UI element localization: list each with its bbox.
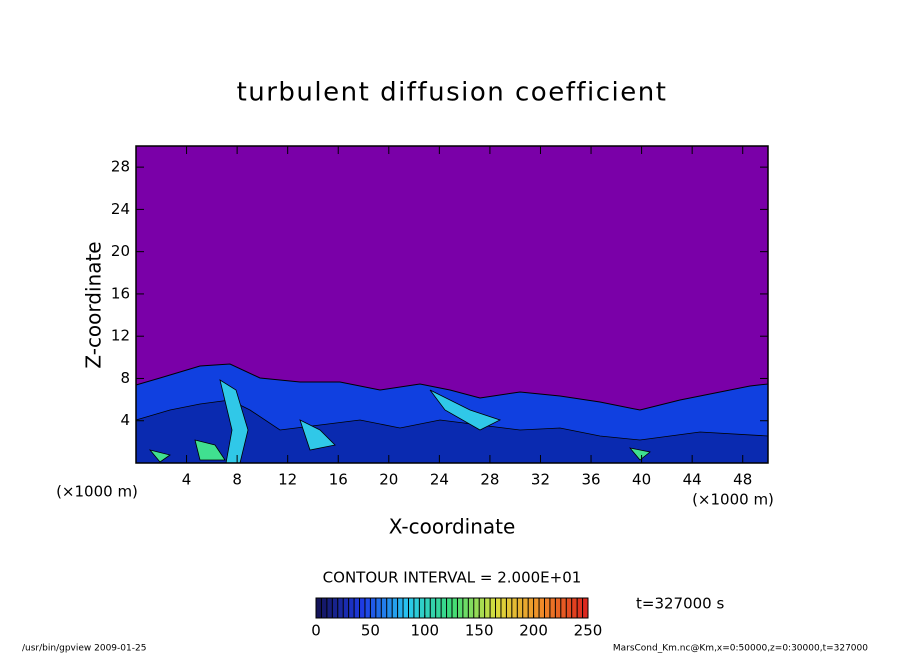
colorbar-cell bbox=[533, 598, 540, 618]
colorbar-cell bbox=[359, 598, 365, 618]
colorbar-cell bbox=[316, 598, 322, 618]
y-axis-label: Z-coordinate bbox=[82, 241, 106, 368]
x-tick-label: 12 bbox=[278, 471, 297, 489]
x-tick-label: 4 bbox=[182, 471, 192, 489]
colorbar-cell bbox=[375, 598, 382, 618]
colorbar-cell bbox=[430, 598, 436, 618]
y-tick-label: 20 bbox=[111, 242, 130, 260]
colorbar-cell bbox=[539, 598, 545, 618]
colorbar-cell bbox=[321, 598, 327, 618]
x-tick-label: 8 bbox=[232, 471, 242, 489]
x-tick-label: 28 bbox=[480, 471, 499, 489]
colorbar-tick-label: 0 bbox=[311, 622, 321, 640]
y-tick-label: 8 bbox=[120, 369, 130, 387]
y-tick-label: 24 bbox=[111, 200, 130, 218]
peak-region bbox=[148, 439, 651, 463]
colorbar-cell bbox=[364, 598, 371, 618]
colorbar-cell bbox=[511, 598, 518, 618]
colorbar-cell bbox=[354, 598, 360, 618]
colorbar-cell bbox=[571, 598, 578, 618]
y-unit: (×1000 m) bbox=[56, 483, 138, 501]
colorbar-cell bbox=[408, 598, 414, 618]
colorbar-cell bbox=[435, 598, 442, 618]
colorbar-cell bbox=[419, 598, 425, 618]
colorbar-cell bbox=[381, 598, 387, 618]
colorbar-cell bbox=[468, 598, 474, 618]
colorbar-cell bbox=[473, 598, 480, 618]
colorbar-cell bbox=[397, 598, 404, 618]
x-tick-label: 32 bbox=[531, 471, 550, 489]
colorbar-cell bbox=[555, 598, 561, 618]
footer-left: /usr/bin/gpview 2009-01-25 bbox=[22, 644, 146, 654]
colorbar-cell bbox=[517, 598, 523, 618]
colorbar-cell bbox=[337, 598, 344, 618]
colorbar-cell bbox=[457, 598, 463, 618]
colorbar-cell bbox=[560, 598, 567, 618]
chart-title: turbulent diffusion coefficient bbox=[237, 78, 668, 108]
colorbar-cell bbox=[549, 598, 556, 618]
x-tick-label: 20 bbox=[379, 471, 398, 489]
colorbar-cell bbox=[506, 598, 512, 618]
colorbar-cell bbox=[522, 598, 529, 618]
colorbar-cell bbox=[544, 598, 550, 618]
x-tick-label: 16 bbox=[329, 471, 348, 489]
colorbar-cell bbox=[413, 598, 420, 618]
colorbar-cell bbox=[386, 598, 393, 618]
colorbar-cell bbox=[577, 598, 583, 618]
field bbox=[135, 146, 769, 464]
colorbar-cell bbox=[452, 598, 458, 618]
colorbar-cell bbox=[343, 598, 349, 618]
colorbar-frame bbox=[315, 597, 589, 619]
contour-interval: CONTOUR INTERVAL = 2.000E+01 bbox=[323, 569, 582, 587]
colorbar-cell bbox=[348, 598, 355, 618]
colorbar-cell bbox=[462, 598, 469, 618]
colorbar-cell bbox=[490, 598, 496, 618]
x-unit: (×1000 m) bbox=[692, 491, 774, 509]
colorbar-cell bbox=[582, 598, 588, 618]
colorbar-cell bbox=[392, 598, 398, 618]
x-tick-label: 48 bbox=[733, 471, 752, 489]
colorbar-cell bbox=[332, 598, 338, 618]
x-tick-label: 36 bbox=[581, 471, 600, 489]
colorbar-cell bbox=[446, 598, 452, 618]
x-tick-label: 24 bbox=[430, 471, 449, 489]
colorbar-tick-label: 50 bbox=[361, 622, 380, 640]
y-tick-label: 16 bbox=[111, 284, 130, 302]
x-tick-label: 44 bbox=[683, 471, 702, 489]
footer-right: MarsCond_Km.nc@Km,x=0:50000,z=0:30000,t=… bbox=[613, 644, 868, 654]
colorbar-cell bbox=[370, 598, 376, 618]
time-label: t=327000 s bbox=[636, 595, 724, 613]
x-tick-label: 40 bbox=[632, 471, 651, 489]
plot-frame bbox=[135, 145, 769, 464]
y-tick-label: 4 bbox=[120, 411, 130, 429]
colorbar-tick-label: 100 bbox=[410, 622, 439, 640]
colorbar-cell bbox=[403, 598, 409, 618]
colorbar-cell bbox=[566, 598, 572, 618]
colorbar-tick-label: 150 bbox=[465, 622, 494, 640]
colorbar-cell bbox=[484, 598, 491, 618]
y-tick-label: 28 bbox=[111, 158, 130, 176]
colorbar-tick-label: 250 bbox=[574, 622, 603, 640]
y-tick-label: 12 bbox=[111, 327, 130, 345]
colorbar-cell bbox=[441, 598, 447, 618]
colorbar-cell bbox=[528, 598, 534, 618]
x-axis-label: X-coordinate bbox=[389, 515, 516, 539]
colorbar-cell bbox=[500, 598, 507, 618]
colorbar-cell bbox=[326, 598, 333, 618]
colorbar-cell bbox=[479, 598, 485, 618]
colorbar-tick-label: 200 bbox=[519, 622, 548, 640]
colorbar-cell bbox=[424, 598, 431, 618]
colorbar-cell bbox=[495, 598, 501, 618]
